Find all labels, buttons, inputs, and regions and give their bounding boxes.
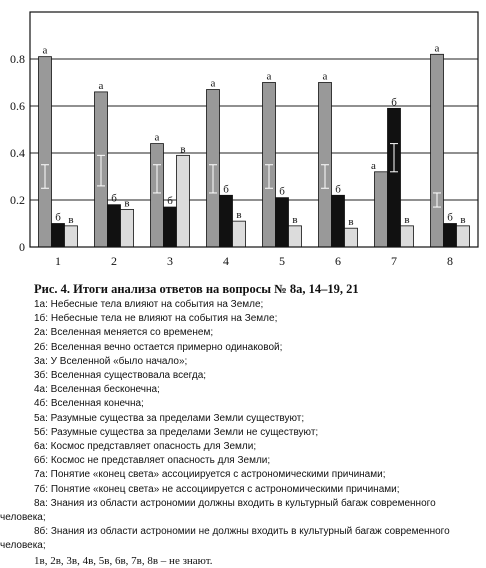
bar-5-в xyxy=(288,225,302,248)
x-tick-label: 2 xyxy=(111,254,117,268)
bar-2-в xyxy=(120,208,134,248)
bar-label-2-в: в xyxy=(124,197,129,209)
x-tick-label: 7 xyxy=(391,254,397,268)
legend: 1а: Небесные тела влияют на события на З… xyxy=(0,298,486,568)
x-tick-label: 4 xyxy=(223,254,229,268)
bar-label-4-б: б xyxy=(223,183,229,195)
bar-label-4-в: в xyxy=(236,209,241,221)
x-tick-label: 5 xyxy=(279,254,285,268)
bars xyxy=(38,53,470,248)
bar-label-3-а: а xyxy=(155,132,160,144)
bar-4-б xyxy=(219,194,233,248)
bar-8-в xyxy=(456,225,470,248)
legend-item-6b: 6б: Космос не представляет опасность для… xyxy=(34,455,271,467)
bar-label-5-в: в xyxy=(292,214,297,226)
bar-label-3-б: б xyxy=(167,195,173,207)
x-tick-label: 1 xyxy=(55,254,61,268)
bar-label-6-а: а xyxy=(323,71,328,83)
legend-item-dont-know: 1в, 2в, 3в, 4в, 5в, 6в, 7в, 8в – не знаю… xyxy=(34,554,213,567)
y-tick-label: 0.2 xyxy=(10,193,25,207)
bar-label-8-б: б xyxy=(447,212,453,224)
bar-7-б xyxy=(387,107,401,248)
y-tick-label: 0.6 xyxy=(10,99,25,113)
legend-item-6a: 6а: Космос представляет опасность для Зе… xyxy=(34,441,257,453)
bar-label-7-в: в xyxy=(404,214,409,226)
legend-item-4b: 4б: Вселенная конечна; xyxy=(34,398,144,410)
bar-label-8-а: а xyxy=(435,42,440,54)
legend-item-2a: 2а: Вселенная меняется со временем; xyxy=(34,327,214,339)
legend-item-7b: 7б: Понятие «конец света» не ассоциирует… xyxy=(34,483,400,495)
bar-label-5-б: б xyxy=(279,186,285,198)
bar-8-б xyxy=(443,223,457,248)
bar-label-6-б: б xyxy=(335,183,341,195)
y-tick-label: 0.8 xyxy=(10,52,25,66)
x-tick-label: 8 xyxy=(447,254,453,268)
bar-1-б xyxy=(51,223,65,248)
legend-item-8a: 8а: Знания из области астрономии должны … xyxy=(0,497,436,524)
bar-4-в xyxy=(232,220,246,248)
legend-item-4a: 4а: Вселенная бесконечна; xyxy=(34,384,160,396)
y-axis-ticks: 0 0.2 0.4 0.6 0.8 xyxy=(10,52,25,254)
y-tick-label: 0.4 xyxy=(10,146,25,160)
bar-7-в xyxy=(400,225,414,248)
bar-label-7-а: а xyxy=(371,160,376,172)
legend-item-7a: 7а: Понятие «конец света» ассоциируется … xyxy=(34,469,386,481)
bar-label-7-б: б xyxy=(391,96,397,108)
bar-1-а xyxy=(38,56,52,248)
x-axis-ticks: 1 2 3 4 5 6 7 8 xyxy=(55,254,453,268)
figure-caption: Рис. 4. Итоги анализа ответов на вопросы… xyxy=(34,282,359,296)
error-bars xyxy=(41,143,441,208)
bar-8-а xyxy=(430,53,444,248)
bar-label-2-б: б xyxy=(111,193,117,205)
x-tick-label: 3 xyxy=(167,254,173,268)
bar-label-1-в: в xyxy=(68,214,73,226)
legend-item-3b: 3б: Вселенная существовала всегда; xyxy=(34,370,207,382)
bar-label-1-а: а xyxy=(43,45,48,57)
bar-label-4-а: а xyxy=(211,78,216,90)
bar-2-б xyxy=(107,204,121,248)
x-tick-label: 6 xyxy=(335,254,341,268)
bar-3-б xyxy=(163,206,177,248)
bar-6-в xyxy=(344,227,358,248)
bar-label-8-в: в xyxy=(460,214,465,226)
legend-item-1b: 1б: Небесные тела не влияют на события н… xyxy=(34,313,278,325)
bar-label-3-в: в xyxy=(180,143,185,155)
bar-7-а xyxy=(374,171,388,248)
bar-label-5-а: а xyxy=(267,71,272,83)
legend-item-8b: 8б: Знания из области астрономии не долж… xyxy=(0,526,450,552)
legend-item-2b: 2б: Вселенная вечно остается примерно од… xyxy=(34,341,283,353)
bar-6-б xyxy=(331,194,345,248)
bar-3-в xyxy=(176,154,190,248)
plot-frame xyxy=(29,11,479,248)
bar-label-6-в: в xyxy=(348,216,353,228)
y-tick-label: 0 xyxy=(19,240,25,254)
legend-item-1a: 1а: Небесные тела влияют на события на З… xyxy=(34,299,264,310)
bar-label-2-а: а xyxy=(99,80,104,92)
legend-item-5a: 5а: Разумные существа за пределами Земли… xyxy=(34,412,305,424)
bar-1-в xyxy=(64,225,78,248)
bar-5-б xyxy=(275,197,289,248)
bar-label-1-б: б xyxy=(55,212,61,224)
bar-3-а xyxy=(150,143,164,248)
legend-item-5b: 5б: Разумные существа за пределами Земли… xyxy=(34,426,319,438)
legend-item-3a: 3а: У Вселенной «было начало»; xyxy=(34,355,188,367)
